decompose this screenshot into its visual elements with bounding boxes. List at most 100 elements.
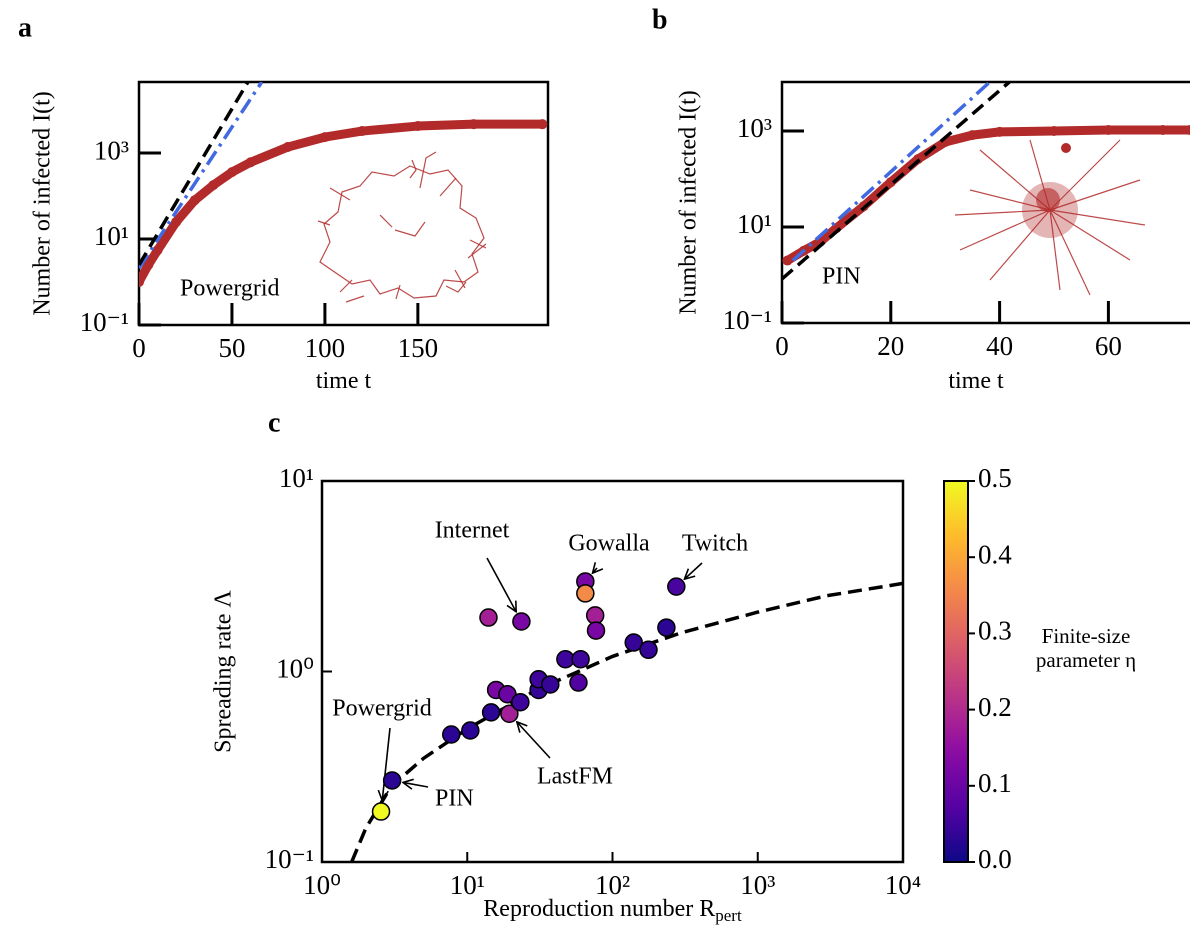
data-point — [468, 119, 479, 130]
network-hub — [1061, 143, 1071, 153]
point-label: LastFM — [537, 764, 613, 790]
annotation-arrow — [517, 722, 551, 759]
network-inset-a — [317, 151, 487, 303]
x-tick-label: 150 — [398, 333, 439, 363]
data-point — [667, 577, 686, 596]
annotation: Powergrid — [180, 276, 280, 302]
data-point — [143, 259, 154, 270]
data-curve — [139, 119, 547, 287]
data-point — [1157, 124, 1168, 135]
y-tick-label: 10⁻¹ — [723, 305, 772, 335]
colorbar-tick-label: 0.4 — [978, 539, 1012, 569]
y-tick-label: 10⁻¹ — [265, 844, 314, 874]
data-point — [537, 119, 548, 130]
colorbar-tick-label: 0.2 — [978, 692, 1012, 722]
y-tick-label: 10⁰ — [276, 654, 314, 684]
network-inset-b — [954, 139, 1146, 296]
data-point — [657, 618, 676, 637]
colorbar-tick-label: 0.0 — [978, 844, 1012, 874]
x-axis-label-text: time t — [948, 368, 1004, 394]
data-point — [371, 802, 391, 821]
data-point — [1185, 124, 1190, 135]
annotation-arrow — [382, 727, 391, 801]
data-point — [576, 584, 595, 603]
data-point — [245, 157, 256, 168]
y-axis-label: Number of infected I(t) — [30, 91, 56, 316]
x-tick-label: 40 — [986, 331, 1013, 361]
fit-line — [139, 82, 250, 266]
data-point — [357, 126, 368, 137]
data-point — [282, 142, 293, 153]
colorbar-label: parameter η — [1036, 648, 1136, 672]
x-axis-label: time t — [948, 368, 1004, 394]
fit-line — [139, 82, 264, 270]
data-point — [481, 703, 501, 722]
x-tick-label: 10¹ — [450, 870, 485, 900]
data-point — [586, 621, 606, 640]
data-point — [319, 132, 330, 143]
data-point — [782, 255, 793, 266]
data-point — [994, 126, 1005, 137]
annotation: PIN — [822, 264, 861, 290]
data-point — [624, 633, 643, 652]
x-axis-label-sub: pert — [715, 906, 742, 925]
annotation-arrow — [486, 557, 516, 612]
point-label: Powergrid — [332, 696, 432, 722]
colorbar-tick-label: 0.3 — [978, 616, 1012, 646]
x-tick-label: 60 — [1095, 331, 1122, 361]
y-tick-label: 10¹ — [94, 221, 129, 251]
annotation-arrow — [593, 568, 597, 573]
plot-area — [350, 581, 903, 862]
colorbar-tick-label: 0.1 — [978, 768, 1012, 798]
x-tick-label: 0 — [132, 333, 146, 363]
x-tick-label: 10² — [595, 870, 630, 900]
data-point — [571, 649, 590, 669]
plot-frame — [780, 80, 1190, 325]
y-axis-label: Spreading rate Λ — [211, 590, 237, 753]
fit-line — [350, 581, 903, 862]
fit-line — [791, 82, 991, 262]
x-axis-label: time t — [316, 368, 372, 394]
x-axis-label-text: time t — [316, 368, 372, 394]
data-point — [541, 675, 560, 694]
x-tick-label: 0 — [775, 331, 789, 361]
x-axis-label-text: Reproduction number R — [483, 896, 715, 922]
point-label: PIN — [435, 786, 474, 812]
point-label: Internet — [435, 518, 510, 544]
x-tick-label: 50 — [218, 333, 245, 363]
data-point — [171, 216, 182, 227]
data-point — [226, 167, 237, 178]
annotation-arrow — [684, 562, 703, 579]
x-tick-label: 100 — [305, 333, 346, 363]
x-tick-label: 10⁰ — [303, 870, 341, 900]
data-point — [511, 692, 530, 712]
x-tick-label: 20 — [877, 331, 904, 361]
y-tick-label: 10⁻¹ — [80, 307, 129, 337]
data-point — [189, 195, 200, 206]
data-point — [1103, 124, 1114, 135]
y-tick-label: 10³ — [737, 113, 772, 143]
data-point — [500, 704, 519, 724]
x-axis-label: Reproduction number Rpert — [483, 896, 742, 925]
data-point — [139, 277, 144, 288]
point-label: Gowalla — [568, 531, 650, 557]
data-point — [585, 606, 605, 625]
data-point — [569, 673, 588, 692]
x-tick-label: 10⁴ — [885, 870, 921, 900]
data-point — [208, 180, 219, 191]
y-tick-label: 10¹ — [737, 209, 772, 239]
data-point — [639, 640, 658, 660]
data-point — [1049, 126, 1059, 137]
data-point — [479, 608, 498, 627]
y-axis-label: Number of infected I(t) — [676, 90, 702, 315]
plot-frame — [137, 80, 550, 327]
colorbar-tick-label: 0.5 — [978, 463, 1012, 493]
data-point — [461, 721, 480, 740]
point-label: Twitch — [682, 531, 748, 557]
fit-line — [782, 82, 1011, 281]
plot-area — [139, 82, 548, 288]
annotation-arrow — [403, 782, 429, 787]
data-point — [152, 245, 163, 256]
data-point — [382, 771, 402, 790]
